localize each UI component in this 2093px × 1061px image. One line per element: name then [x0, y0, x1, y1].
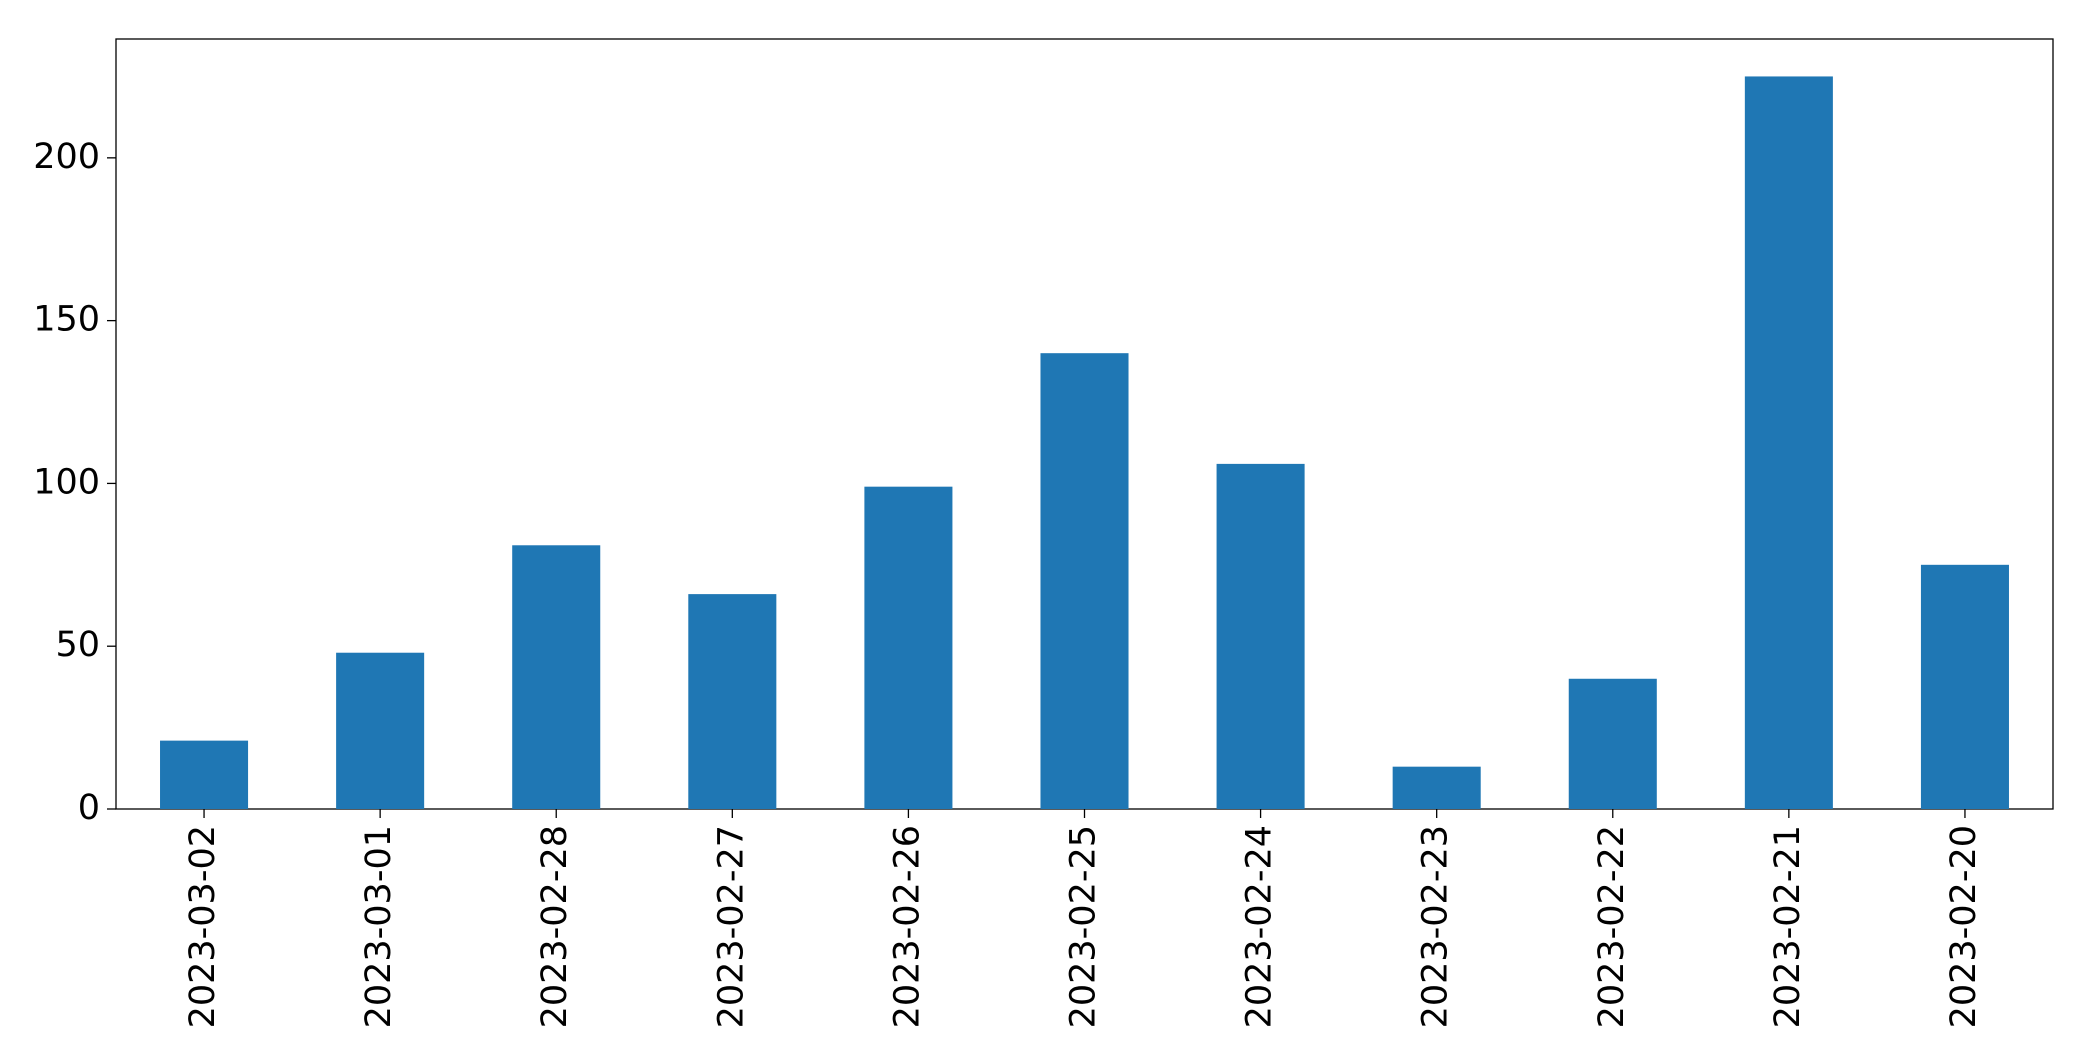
x-tick-label: 2023-02-22 [1592, 825, 1632, 1028]
bar [1392, 766, 1481, 809]
bar [1568, 678, 1657, 809]
y-tick-label: 150 [33, 300, 100, 340]
x-tick-label: 2023-02-20 [1944, 825, 1984, 1028]
bar [160, 740, 249, 809]
y-tick-label: 100 [33, 462, 100, 502]
x-tick-label: 2023-02-27 [711, 825, 751, 1028]
bar [1920, 564, 2009, 809]
x-tick-label: 2023-02-26 [887, 825, 927, 1028]
y-tick-label: 200 [33, 137, 100, 177]
bar [512, 545, 601, 809]
bar [1040, 353, 1129, 809]
bar [688, 594, 777, 809]
y-tick-label: 50 [55, 625, 100, 665]
y-tick-label: 0 [78, 788, 100, 828]
bar [864, 486, 953, 809]
bar [1744, 76, 1833, 809]
x-tick-label: 2023-02-28 [535, 825, 575, 1028]
x-tick-label: 2023-02-25 [1064, 825, 1104, 1028]
x-tick-label: 2023-03-02 [183, 825, 223, 1028]
bar [1216, 463, 1305, 809]
x-tick-label: 2023-03-01 [359, 825, 399, 1028]
x-tick-label: 2023-02-21 [1768, 825, 1808, 1028]
bar [336, 652, 425, 809]
x-tick-label: 2023-02-24 [1240, 825, 1280, 1028]
x-tick-label: 2023-02-23 [1416, 825, 1456, 1028]
